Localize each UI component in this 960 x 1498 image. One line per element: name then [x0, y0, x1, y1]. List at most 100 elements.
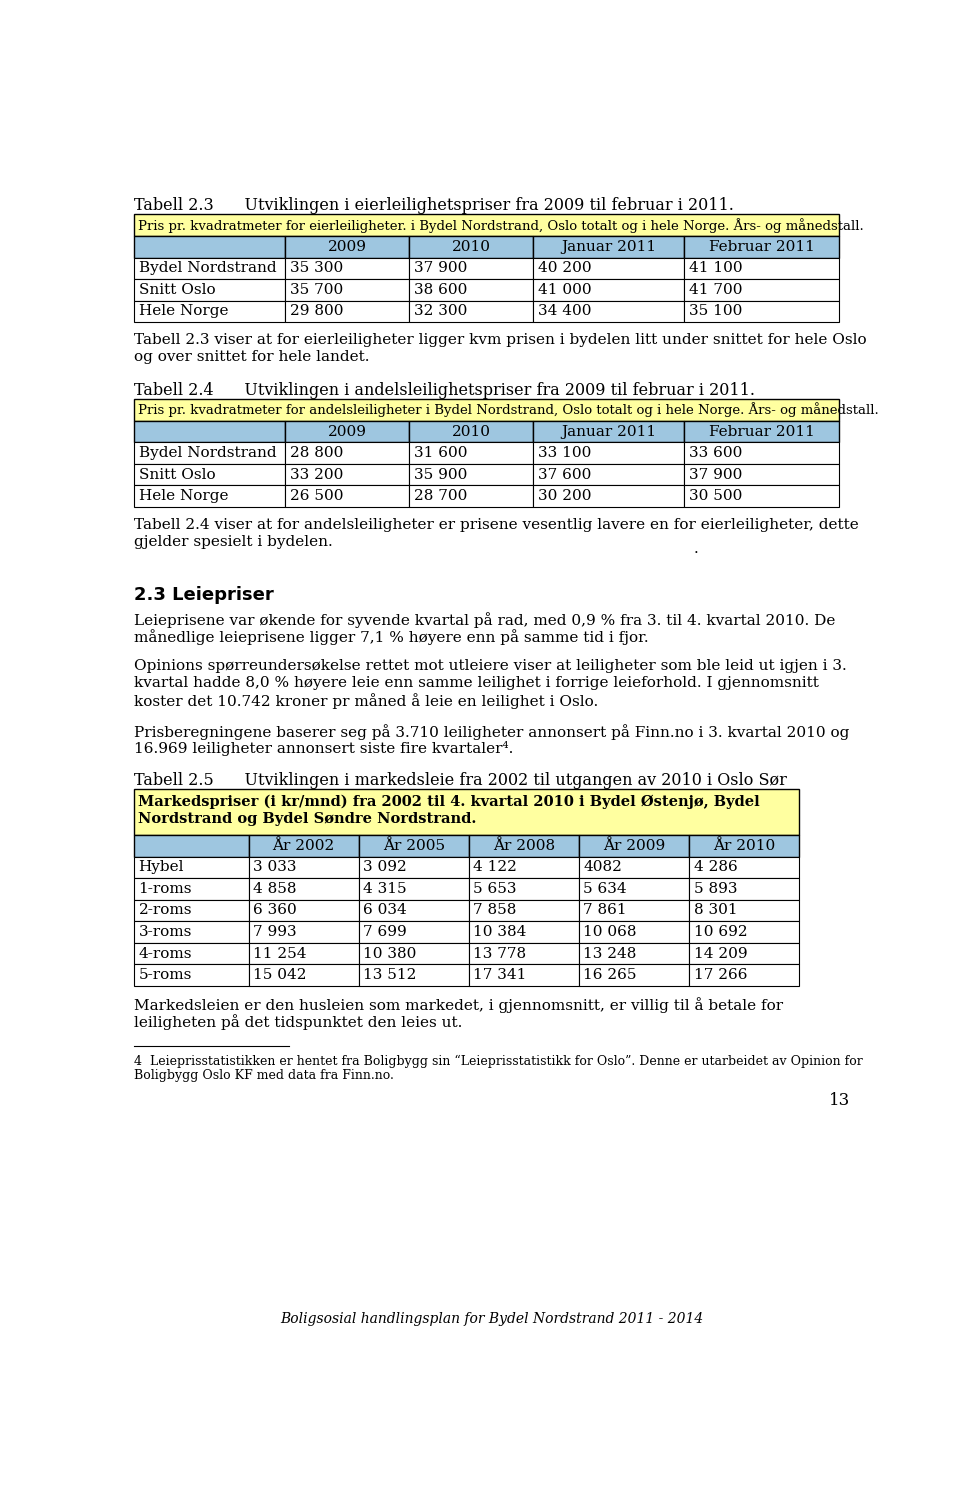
Bar [409, 237, 533, 258]
Text: Januar 2011: Januar 2011 [561, 240, 657, 253]
Bar [134, 421, 285, 442]
Text: År 2010: År 2010 [712, 839, 775, 852]
Bar [579, 857, 689, 878]
Bar [285, 485, 409, 506]
Text: 13: 13 [828, 1092, 850, 1109]
Bar [689, 965, 799, 986]
Text: 15 042: 15 042 [253, 968, 307, 983]
Text: Snitt Oslo: Snitt Oslo [138, 467, 215, 482]
Bar [684, 464, 839, 485]
Bar [468, 921, 579, 942]
Text: År 2002: År 2002 [273, 839, 335, 852]
Bar [579, 921, 689, 942]
Text: 2.3 Leiepriser: 2.3 Leiepriser [134, 586, 274, 604]
Bar [684, 421, 839, 442]
Text: 35 300: 35 300 [290, 261, 343, 276]
Bar [134, 464, 285, 485]
Bar [285, 301, 409, 322]
Bar [689, 834, 799, 857]
Text: 6 360: 6 360 [253, 903, 297, 917]
Bar [359, 878, 468, 900]
Bar [249, 942, 359, 965]
Bar [579, 965, 689, 986]
Text: 33 200: 33 200 [290, 467, 343, 482]
Bar [468, 965, 579, 986]
Text: 10 384: 10 384 [473, 926, 527, 939]
Text: 37 900: 37 900 [414, 261, 468, 276]
Bar [285, 421, 409, 442]
Text: År 2009: År 2009 [603, 839, 665, 852]
Bar [134, 878, 249, 900]
Text: 29 800: 29 800 [290, 304, 344, 319]
Bar [684, 279, 839, 301]
Bar [285, 442, 409, 464]
Text: År 2005: År 2005 [383, 839, 444, 852]
Bar [533, 237, 684, 258]
Text: Boligsosial handlingsplan for Bydel Nordstrand 2011 - 2014: Boligsosial handlingsplan for Bydel Nord… [280, 1312, 704, 1326]
Bar [409, 464, 533, 485]
Text: Hele Norge: Hele Norge [138, 490, 228, 503]
Text: 33 600: 33 600 [689, 446, 742, 460]
Text: 3 033: 3 033 [253, 860, 297, 875]
Bar [285, 258, 409, 279]
Text: Snitt Oslo: Snitt Oslo [138, 283, 215, 297]
Text: 10 380: 10 380 [363, 947, 417, 960]
Text: Januar 2011: Januar 2011 [561, 424, 657, 439]
Text: Hele Norge: Hele Norge [138, 304, 228, 319]
Bar [409, 258, 533, 279]
Bar [533, 442, 684, 464]
Text: 17 341: 17 341 [473, 968, 527, 983]
Text: 14 209: 14 209 [693, 947, 747, 960]
Text: 10 692: 10 692 [693, 926, 747, 939]
Text: månedlige leieprisene ligger 7,1 % høyere enn på samme tid i fjor.: månedlige leieprisene ligger 7,1 % høyer… [134, 629, 649, 644]
Text: 7 699: 7 699 [363, 926, 407, 939]
Bar [684, 485, 839, 506]
Text: Hybel: Hybel [138, 860, 184, 875]
Text: 41 100: 41 100 [689, 261, 742, 276]
Text: 2009: 2009 [327, 240, 367, 253]
Text: Boligbygg Oslo KF med data fra Finn.no.: Boligbygg Oslo KF med data fra Finn.no. [134, 1070, 394, 1082]
Text: 10 068: 10 068 [584, 926, 636, 939]
Text: Pris pr. kvadratmeter for andelsleiligheter i Bydel Nordstrand, Oslo totalt og i: Pris pr. kvadratmeter for andelsleilighe… [138, 403, 878, 418]
Bar [579, 834, 689, 857]
Text: 13 778: 13 778 [473, 947, 526, 960]
Text: kvartal hadde 8,0 % høyere leie enn samme leilighet i forrige leieforhold. I gje: kvartal hadde 8,0 % høyere leie enn samm… [134, 677, 819, 691]
Text: 28 700: 28 700 [414, 490, 468, 503]
Text: Tabell 2.5      Utviklingen i markedsleie fra 2002 til utgangen av 2010 i Oslo S: Tabell 2.5 Utviklingen i markedsleie fra… [134, 771, 787, 789]
Bar [409, 442, 533, 464]
Text: Markedspriser (i kr/mnd) fra 2002 til 4. kvartal 2010 i Bydel Østenjø, Bydel: Markedspriser (i kr/mnd) fra 2002 til 4.… [138, 795, 759, 809]
Text: Tabell 2.3 viser at for eierleiligheter ligger kvm prisen i bydelen litt under s: Tabell 2.3 viser at for eierleiligheter … [134, 333, 867, 348]
Text: .: . [693, 542, 698, 556]
Bar [468, 878, 579, 900]
Bar [409, 421, 533, 442]
Text: koster det 10.742 kroner pr måned å leie en leilighet i Oslo.: koster det 10.742 kroner pr måned å leie… [134, 694, 598, 709]
Bar [134, 921, 249, 942]
Bar [684, 237, 839, 258]
Text: 30 500: 30 500 [689, 490, 742, 503]
Text: 41 700: 41 700 [689, 283, 742, 297]
Text: 41 000: 41 000 [538, 283, 591, 297]
Bar [285, 279, 409, 301]
Text: Prisberegningene baserer seg på 3.710 leiligheter annonsert på Finn.no i 3. kvar: Prisberegningene baserer seg på 3.710 le… [134, 724, 850, 740]
Text: 6 034: 6 034 [363, 903, 407, 917]
Bar [285, 464, 409, 485]
Text: 2010: 2010 [451, 240, 491, 253]
Bar [359, 965, 468, 986]
Text: 4 858: 4 858 [253, 882, 297, 896]
Bar [134, 900, 249, 921]
Bar [249, 857, 359, 878]
Text: Tabell 2.4      Utviklingen i andelsleilighetspriser fra 2009 til februar i 2011: Tabell 2.4 Utviklingen i andelsleilighet… [134, 382, 755, 400]
Bar [134, 789, 799, 834]
Text: 4-roms: 4-roms [138, 947, 192, 960]
Text: 1-roms: 1-roms [138, 882, 192, 896]
Text: 26 500: 26 500 [290, 490, 344, 503]
Text: 37 600: 37 600 [538, 467, 591, 482]
Bar [409, 279, 533, 301]
Text: 38 600: 38 600 [414, 283, 468, 297]
Text: 7 861: 7 861 [584, 903, 627, 917]
Text: 7 993: 7 993 [253, 926, 297, 939]
Text: 37 900: 37 900 [689, 467, 742, 482]
Text: Tabell 2.4 viser at for andelsleiligheter er prisene vesentlig lavere en for eie: Tabell 2.4 viser at for andelsleilighete… [134, 518, 858, 532]
Text: 4  Leieprisstatistikken er hentet fra Boligbygg sin “Leieprisstatistikk for Oslo: 4 Leieprisstatistikken er hentet fra Bol… [134, 1055, 863, 1068]
Bar [689, 942, 799, 965]
